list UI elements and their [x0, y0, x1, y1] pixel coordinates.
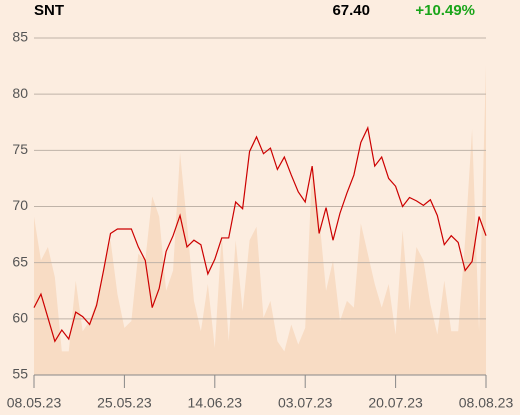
volume-area [34, 64, 486, 376]
x-tick-label: 03.07.23 [278, 395, 333, 411]
x-tick-label: 20.07.23 [368, 395, 423, 411]
x-tick-label: 08.08.23 [459, 395, 514, 411]
y-tick-label: 70 [12, 197, 28, 213]
x-tick-label: 25.05.23 [97, 395, 152, 411]
last-price: 67.40 [332, 2, 370, 19]
price-line [33, 125, 487, 343]
symbol: SNT [34, 2, 64, 19]
x-tick-label: 14.06.23 [188, 395, 243, 411]
y-tick-label: 80 [12, 85, 28, 101]
y-tick-label: 60 [12, 310, 28, 326]
y-tick-label: 85 [12, 29, 28, 45]
y-tick-label: 65 [12, 253, 28, 269]
change: +10.49% [415, 2, 475, 19]
y-tick-label: 55 [12, 366, 28, 382]
y-tick-label: 75 [12, 141, 28, 157]
x-tick-label: 08.05.23 [7, 395, 62, 411]
